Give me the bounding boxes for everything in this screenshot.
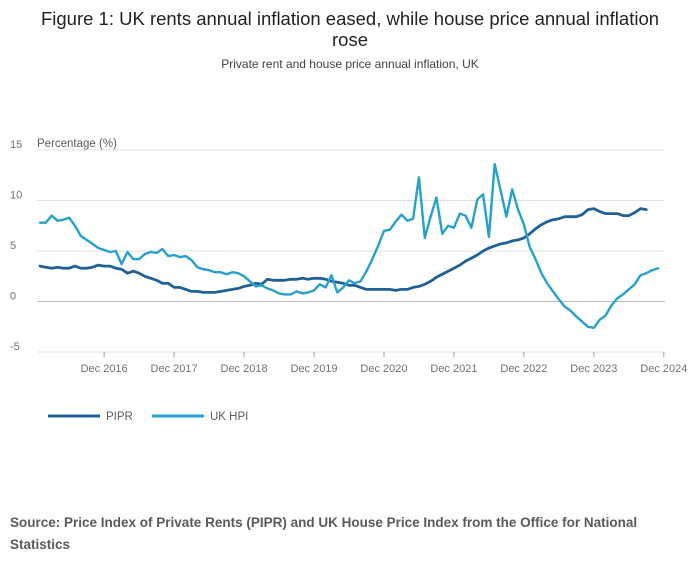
x-tick-label: Dec 2022	[500, 363, 547, 375]
y-tick-label: 15	[10, 139, 22, 151]
y-axis-label: Percentage (%)	[37, 138, 117, 150]
source-note: Source: Price Index of Private Rents (PI…	[10, 515, 638, 552]
legend: PIPR UK HPI	[48, 411, 248, 423]
x-tick-label: Dec 2018	[221, 363, 268, 375]
chart-title: Figure 1: UK rents annual inflation ease…	[40, 8, 660, 50]
x-tick-label: Dec 2016	[81, 363, 128, 375]
legend-label: UK HPI	[210, 411, 248, 423]
line-chart: 15 10 5 0 -5 Dec 2016 Dec 2017 Dec 2018 Dec 2019…	[10, 138, 687, 423]
y-tick-label: 10	[10, 190, 22, 202]
x-tick-label: Dec 2017	[151, 363, 198, 375]
x-tick-label: Dec 2021	[430, 363, 477, 375]
x-tick-label: Dec 2020	[360, 363, 407, 375]
x-tick-label: Dec 2019	[290, 363, 337, 375]
chart-subtitle: Private rent and house price annual infl…	[221, 57, 479, 71]
y-tick-label: 5	[10, 240, 16, 252]
series-line-pipr	[38, 207, 648, 294]
x-tick-label: Dec 2024	[640, 363, 687, 375]
legend-label: PIPR	[106, 411, 133, 423]
series-layer	[38, 162, 660, 329]
series-line-uk-hpi	[38, 162, 660, 329]
grid-layer: 15 10 5 0 -5 Dec 2016 Dec 2017 Dec 2018 Dec 2019…	[10, 139, 687, 375]
y-tick-label: 0	[10, 291, 16, 303]
y-tick-label: -5	[10, 341, 20, 353]
x-tick-label: Dec 2023	[570, 363, 617, 375]
